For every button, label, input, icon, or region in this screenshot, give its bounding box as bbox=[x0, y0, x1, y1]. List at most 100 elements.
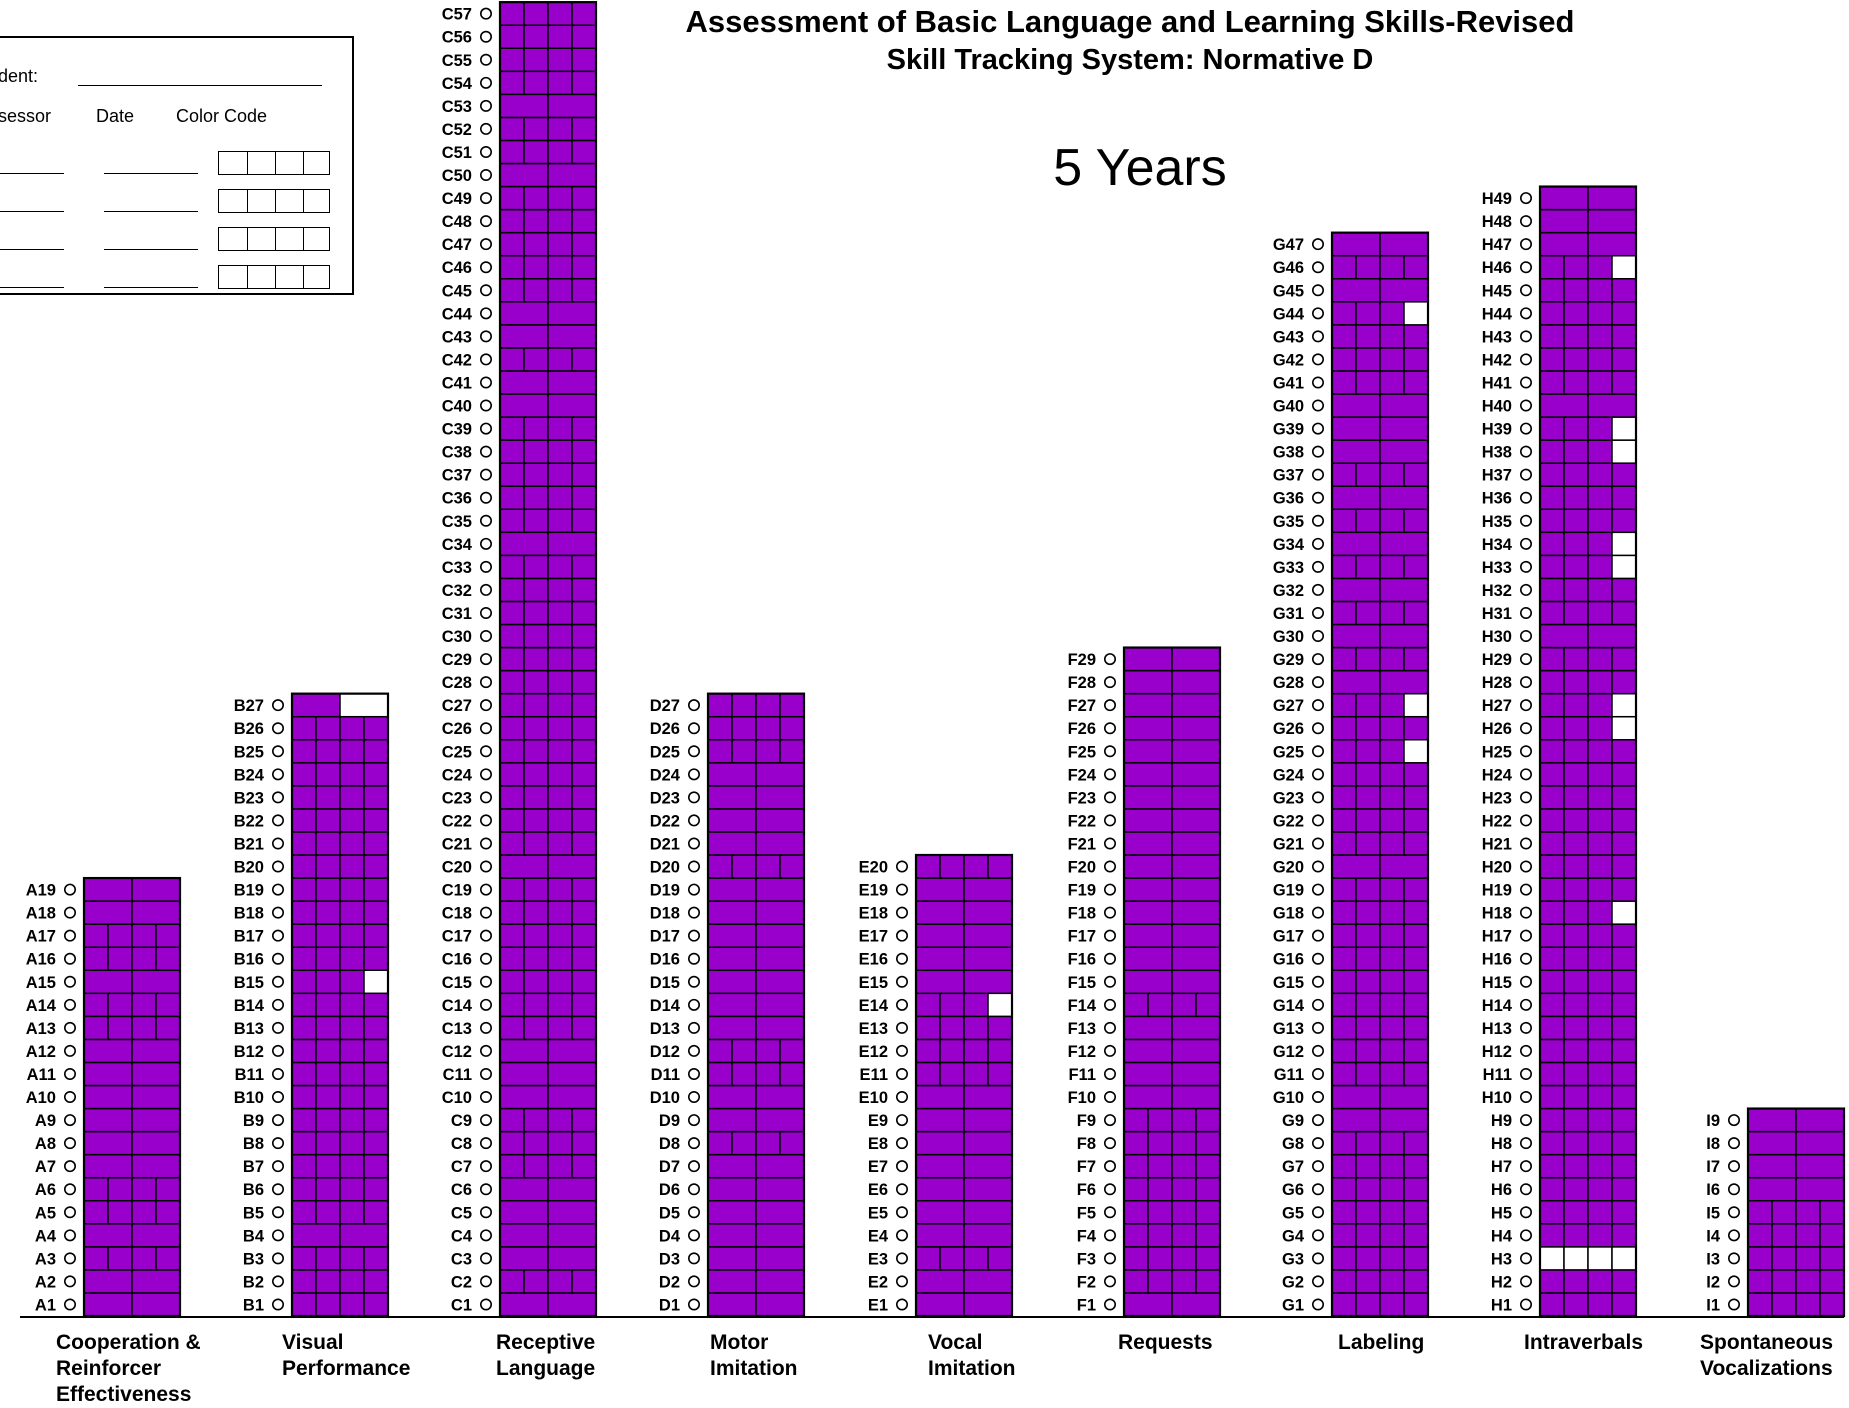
skill-cell[interactable] bbox=[1379, 877, 1405, 902]
skill-cell[interactable] bbox=[499, 554, 525, 580]
skill-cell[interactable] bbox=[1355, 462, 1381, 487]
skill-bubble[interactable] bbox=[1520, 1160, 1533, 1173]
skill-cell[interactable] bbox=[1171, 1084, 1221, 1110]
skill-bubble[interactable] bbox=[479, 76, 492, 89]
skill-bubble[interactable] bbox=[687, 1067, 700, 1080]
skill-cell[interactable] bbox=[1611, 739, 1637, 764]
skill-cell[interactable] bbox=[523, 992, 549, 1018]
skill-cell[interactable] bbox=[779, 739, 805, 764]
skill-bubble[interactable] bbox=[479, 1137, 492, 1150]
skill-cell[interactable] bbox=[1587, 370, 1613, 395]
skill-cell[interactable] bbox=[1123, 715, 1173, 741]
skill-cell[interactable] bbox=[1403, 646, 1429, 672]
skill-cell[interactable] bbox=[707, 877, 757, 902]
skill-cell[interactable] bbox=[1539, 785, 1565, 810]
skill-cell[interactable] bbox=[707, 692, 733, 718]
skill-cell[interactable] bbox=[547, 923, 573, 948]
skill-cell[interactable] bbox=[1123, 877, 1173, 902]
skill-cell[interactable] bbox=[83, 1061, 133, 1087]
skill-cell[interactable] bbox=[707, 1223, 757, 1248]
skill-cell[interactable] bbox=[1539, 992, 1565, 1018]
skill-cell[interactable] bbox=[1331, 923, 1357, 948]
skill-cell[interactable] bbox=[1171, 739, 1221, 764]
skill-cell[interactable] bbox=[523, 600, 549, 626]
skill-cell[interactable] bbox=[155, 923, 181, 948]
skill-cell[interactable] bbox=[1539, 1246, 1565, 1271]
skill-cell[interactable] bbox=[1379, 808, 1405, 833]
skill-cell[interactable] bbox=[1171, 1130, 1197, 1156]
skill-cell[interactable] bbox=[547, 370, 597, 395]
skill-cell[interactable] bbox=[1587, 808, 1613, 833]
skill-cell[interactable] bbox=[1611, 854, 1637, 879]
skill-cell[interactable] bbox=[1403, 1176, 1429, 1202]
skill-cell[interactable] bbox=[523, 646, 549, 672]
skill-cell[interactable] bbox=[939, 1246, 965, 1271]
skill-cell[interactable] bbox=[1403, 946, 1429, 972]
skill-bubble[interactable] bbox=[1312, 330, 1325, 343]
skill-cell[interactable] bbox=[1539, 1176, 1565, 1202]
skill-cell[interactable] bbox=[1195, 1107, 1221, 1133]
skill-cell[interactable] bbox=[1611, 1015, 1637, 1041]
skill-bubble[interactable] bbox=[1520, 537, 1533, 550]
skill-cell[interactable] bbox=[1379, 347, 1405, 372]
skill-bubble[interactable] bbox=[687, 722, 700, 735]
skill-bubble[interactable] bbox=[1520, 468, 1533, 481]
skill-cell[interactable] bbox=[1539, 393, 1589, 418]
skill-bubble[interactable] bbox=[479, 376, 492, 389]
skill-cell[interactable] bbox=[291, 715, 317, 741]
skill-cell[interactable] bbox=[1611, 439, 1637, 464]
skill-cell[interactable] bbox=[1539, 508, 1565, 534]
skill-bubble[interactable] bbox=[1520, 422, 1533, 435]
skill-cell[interactable] bbox=[499, 1269, 525, 1294]
skill-cell[interactable] bbox=[499, 47, 525, 73]
skill-bubble[interactable] bbox=[687, 1114, 700, 1127]
skill-cell[interactable] bbox=[1587, 208, 1637, 234]
skill-bubble[interactable] bbox=[64, 1206, 77, 1219]
skill-cell[interactable] bbox=[571, 139, 597, 165]
skill-bubble[interactable] bbox=[479, 883, 492, 896]
skill-cell[interactable] bbox=[1403, 1061, 1429, 1087]
skill-bubble[interactable] bbox=[271, 699, 284, 712]
skill-bubble[interactable] bbox=[1520, 330, 1533, 343]
assessor-line[interactable] bbox=[0, 211, 64, 212]
skill-cell[interactable] bbox=[1123, 969, 1173, 995]
skill-cell[interactable] bbox=[987, 992, 1013, 1018]
skill-cell[interactable] bbox=[1171, 877, 1221, 902]
skill-cell[interactable] bbox=[1795, 1107, 1845, 1133]
skill-bubble[interactable] bbox=[895, 1298, 908, 1311]
skill-cell[interactable] bbox=[291, 1269, 317, 1294]
skill-cell[interactable] bbox=[315, 808, 341, 833]
skill-cell[interactable] bbox=[755, 854, 781, 879]
skill-bubble[interactable] bbox=[1728, 1298, 1741, 1311]
skill-bubble[interactable] bbox=[895, 929, 908, 942]
skill-cell[interactable] bbox=[1331, 1176, 1357, 1202]
skill-cell[interactable] bbox=[315, 1176, 341, 1202]
skill-bubble[interactable] bbox=[64, 1067, 77, 1080]
skill-cell[interactable] bbox=[963, 992, 989, 1018]
skill-cell[interactable] bbox=[523, 762, 549, 787]
skill-bubble[interactable] bbox=[479, 1275, 492, 1288]
skill-cell[interactable] bbox=[499, 992, 525, 1018]
skill-cell[interactable] bbox=[291, 923, 317, 948]
date-line[interactable] bbox=[104, 173, 198, 174]
skill-bubble[interactable] bbox=[479, 583, 492, 596]
skill-cell[interactable] bbox=[1171, 808, 1221, 833]
skill-cell[interactable] bbox=[315, 1153, 341, 1179]
skill-cell[interactable] bbox=[1355, 254, 1381, 280]
skill-cell[interactable] bbox=[1331, 1153, 1357, 1179]
skill-cell[interactable] bbox=[1563, 808, 1589, 833]
skill-bubble[interactable] bbox=[479, 261, 492, 274]
skill-cell[interactable] bbox=[1171, 715, 1221, 741]
skill-cell[interactable] bbox=[1403, 1153, 1429, 1179]
assessor-line[interactable] bbox=[0, 173, 64, 174]
skill-bubble[interactable] bbox=[479, 192, 492, 205]
skill-cell[interactable] bbox=[1771, 1269, 1797, 1294]
skill-cell[interactable] bbox=[499, 185, 525, 211]
skill-bubble[interactable] bbox=[1520, 883, 1533, 896]
skill-cell[interactable] bbox=[499, 623, 525, 649]
skill-cell[interactable] bbox=[107, 992, 133, 1018]
skill-cell[interactable] bbox=[499, 1223, 549, 1248]
skill-bubble[interactable] bbox=[1520, 929, 1533, 942]
skill-bubble[interactable] bbox=[1312, 1021, 1325, 1034]
skill-cell[interactable] bbox=[1379, 324, 1405, 349]
